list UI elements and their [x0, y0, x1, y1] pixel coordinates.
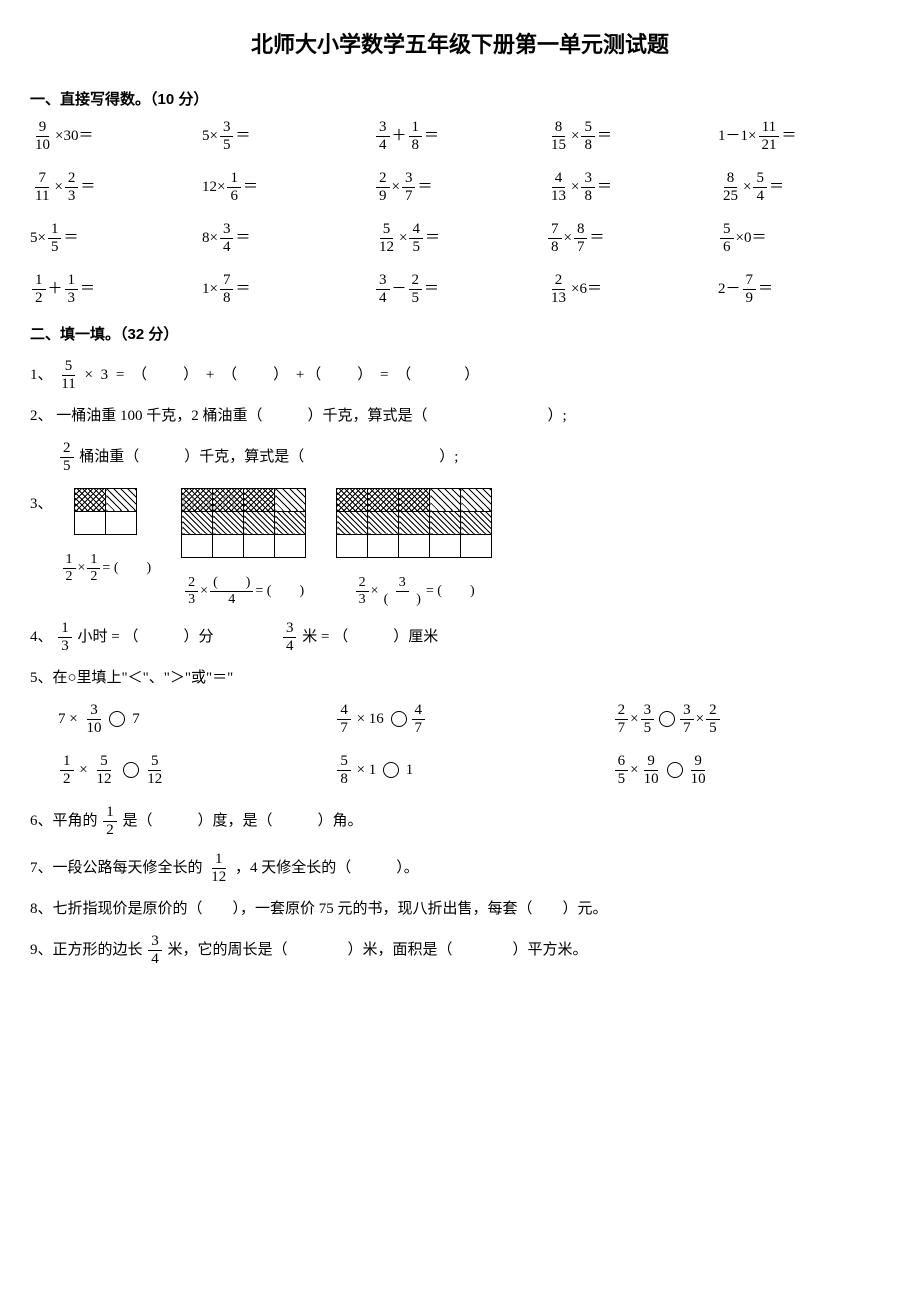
mental-item: 78×87＝ [546, 222, 718, 255]
section-1-heading: 一、直接写得数。（10 分） [30, 89, 890, 110]
page-title: 北师大小学数学五年级下册第一单元测试题 [30, 30, 890, 61]
mental-item: 1×78＝ [202, 273, 374, 306]
compare-circle [383, 762, 399, 778]
q7-frac: 1 12 [208, 852, 229, 885]
compare-circle [391, 711, 407, 727]
compare-item: 47 × 16 47 [335, 703, 612, 736]
q2b: 2 5 桶油重（ ）千克，算式是（ ）; [58, 441, 890, 474]
q6-frac: 1 2 [103, 805, 117, 838]
mental-item: 34＋18＝ [374, 120, 546, 153]
compare-item: 7 × 310 7 [58, 703, 335, 736]
section-2-heading: 二、填一填。（32 分） [30, 324, 890, 345]
q1-tail: × 3 = （ ） + （ ） +（ ） = （ ） [84, 367, 481, 383]
q4: 4、 1 3 小时 = （ ）分 3 4 米 = （ ）厘米 [30, 621, 890, 654]
q4-frac-b: 3 4 [283, 621, 297, 654]
mental-item: 413×38＝ [546, 171, 718, 204]
q3: 3、 n.cn 12×12= ( ) 23×( )4= ( ) 23×3( )=… [30, 488, 890, 607]
compare-item: 12 × 512 512 [58, 754, 335, 787]
mental-item: 1－1×1121＝ [718, 120, 890, 153]
mental-item: 8×34＝ [202, 222, 374, 255]
compare-circle [123, 762, 139, 778]
mental-item: 56×0＝ [718, 222, 890, 255]
q9: 9、正方形的边长 3 4 米，它的周长是（ ）米，面积是（ ）平方米。 [30, 934, 890, 967]
q3-equation: 23×( )4= ( ) [183, 576, 304, 607]
compare-item: 27×3537×25 [613, 703, 890, 736]
mental-item: 815×58＝ [546, 120, 718, 153]
mental-item: 29×37＝ [374, 171, 546, 204]
q5-block: 7 × 310 747 × 16 4727×3537×25 12 × 512 51… [30, 703, 890, 787]
compare-circle [109, 711, 125, 727]
q1: 1、 5 11 × 3 = （ ） + （ ） +（ ） = （ ） [30, 359, 890, 392]
q1-fraction: 5 11 [58, 359, 78, 392]
mental-item: 512×45＝ [374, 222, 546, 255]
mental-item: 2－79＝ [718, 273, 890, 306]
mental-item: 12＋13＝ [30, 273, 202, 306]
mental-item: 5×15＝ [30, 222, 202, 255]
q7: 7、一段公路每天修全长的 1 12 ，4 天修全长的（ ）。 [30, 852, 890, 885]
q3-equation: 12×12= ( ) [61, 553, 152, 584]
mental-item: 213×6＝ [546, 273, 718, 306]
q8: 8、七折指现价是原价的（ ），一套原价 75 元的书，现八折出售，每套（ ）元。 [30, 899, 890, 920]
q9-frac: 3 4 [148, 934, 162, 967]
q3-label: 3、 [30, 488, 53, 515]
mental-item: 825×54＝ [718, 171, 890, 204]
q4-frac-a: 1 3 [58, 621, 72, 654]
compare-circle [667, 762, 683, 778]
q2b-fraction: 2 5 [60, 441, 74, 474]
mental-item: 910×30＝ [30, 120, 202, 153]
compare-item: 58 × 1 1 [335, 754, 612, 787]
q1-label: 1、 [30, 367, 53, 383]
q2a: 2、 一桶油重 100 千克，2 桶油重（ ）千克，算式是（ ）; [30, 406, 890, 427]
mental-item: 34－25＝ [374, 273, 546, 306]
q3-grid-1: 12×12= ( ) [61, 488, 152, 607]
q3-equation: 23×3( )= ( ) [354, 576, 475, 607]
compare-circle [659, 711, 675, 727]
mental-math-block: 910×30＝5×35＝34＋18＝815×58＝1－1×1121＝ 711×23… [30, 120, 890, 306]
mental-item: 5×35＝ [202, 120, 374, 153]
mental-item: 12×16＝ [202, 171, 374, 204]
q6: 6、平角的 1 2 是（ ）度，是（ ）角。 [30, 805, 890, 838]
q3-grid-3: 23×3( )= ( ) [336, 488, 492, 607]
compare-item: 65×910910 [613, 754, 890, 787]
q5-head: 5、在○里填上"＜"、"＞"或"＝" [30, 668, 890, 689]
mental-item: 711×23＝ [30, 171, 202, 204]
q3-grid-2: 23×( )4= ( ) [181, 488, 306, 607]
